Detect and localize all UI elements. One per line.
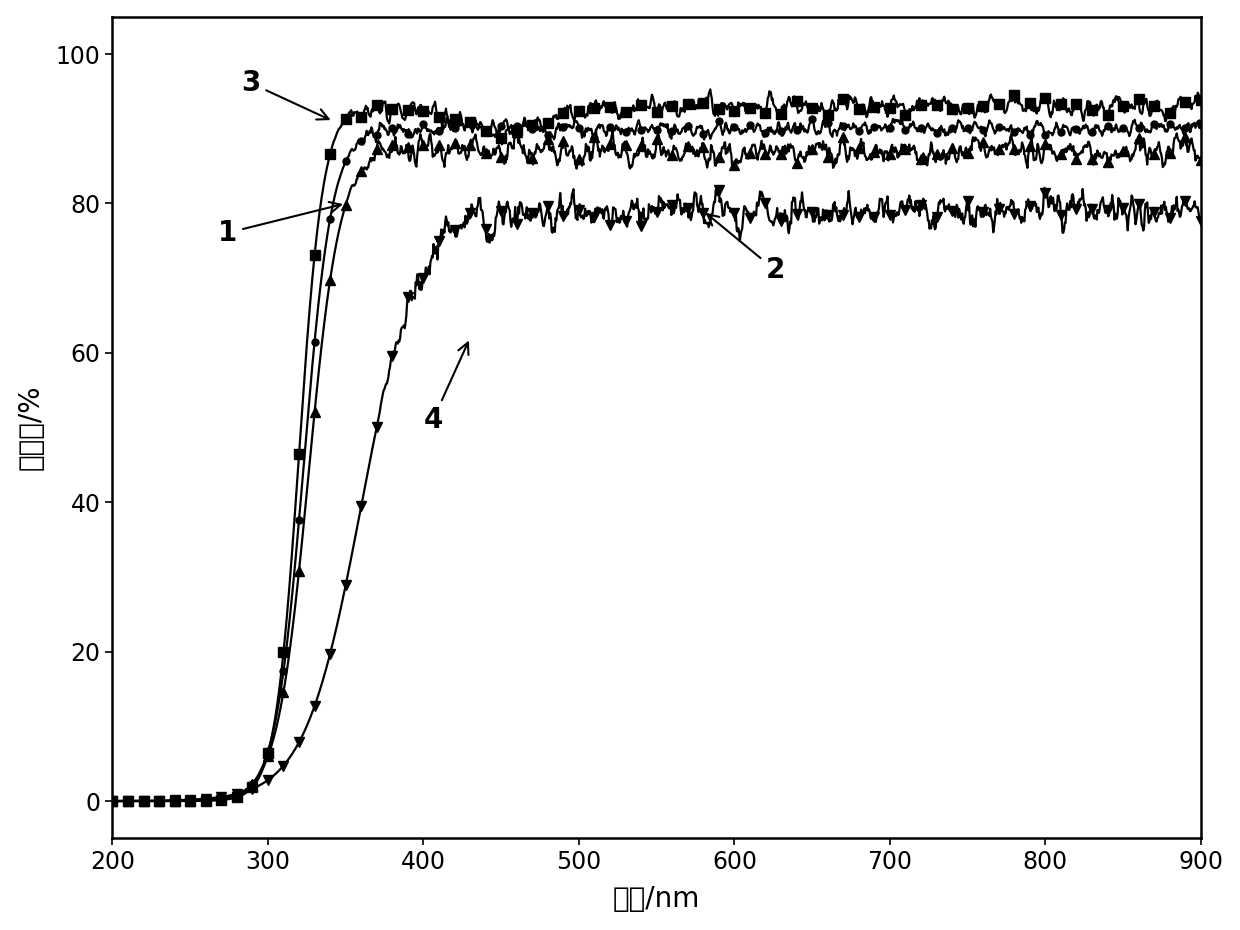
Text: 1: 1 — [218, 202, 341, 246]
Text: 3: 3 — [242, 70, 329, 119]
Text: 4: 4 — [423, 342, 469, 433]
Y-axis label: 透光率/%: 透光率/% — [16, 385, 45, 471]
Text: 2: 2 — [707, 214, 785, 285]
X-axis label: 波长/nm: 波长/nm — [613, 885, 701, 913]
